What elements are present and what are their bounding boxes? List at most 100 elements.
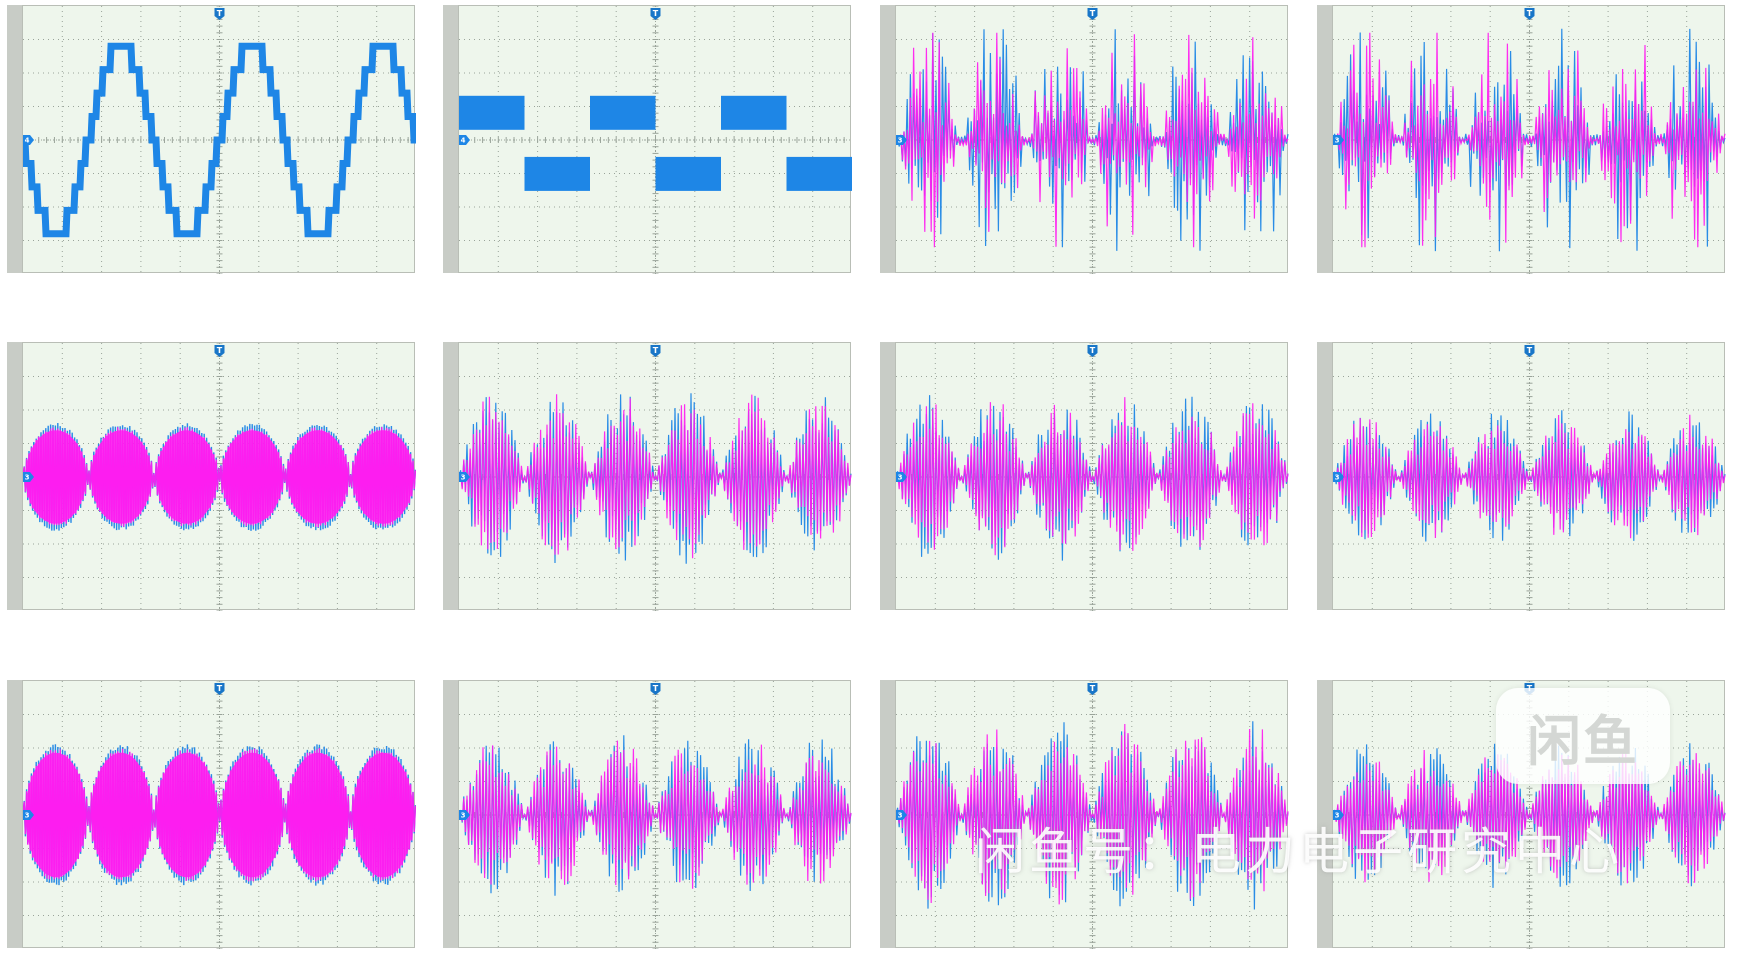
waveform-magenta (459, 740, 852, 889)
trigger-label: T (217, 684, 223, 693)
waveform-magenta (896, 723, 1289, 905)
burst-body (353, 752, 414, 878)
channel-label: 3 (461, 812, 466, 820)
channel-marker: 3 (1333, 810, 1344, 820)
channel-marker: 3 (459, 472, 470, 482)
trigger-marker: T (214, 345, 225, 357)
scope-bezel (880, 680, 895, 948)
channel-marker: 3 (23, 472, 34, 482)
channel-label: 3 (25, 812, 30, 820)
scope-bezel (7, 342, 22, 610)
channel-label: 3 (898, 812, 903, 820)
trigger-marker: T (650, 8, 661, 20)
watermark-logo-text: 闲鱼 (1527, 709, 1639, 773)
waveform-magenta (1333, 749, 1726, 884)
square-high (721, 95, 787, 130)
channel-label: 3 (25, 474, 30, 482)
channel-marker: 3 (1333, 135, 1344, 145)
scope-plot: T3 (459, 681, 852, 949)
burst-body (91, 430, 152, 524)
burst-body (156, 430, 217, 524)
scope-plot: T3 (1333, 681, 1726, 949)
waveform-magenta (459, 394, 852, 559)
waveform-magenta (23, 426, 416, 528)
scope-bezel (1317, 5, 1332, 273)
scope-plot: T3 (1333, 343, 1726, 611)
channel-marker: 4 (459, 135, 470, 145)
scope-grid (459, 6, 852, 274)
scope-plot: T3 (23, 343, 416, 611)
trigger-marker: T (1087, 683, 1098, 695)
channel-marker: 4 (23, 135, 34, 145)
trigger-marker: T (1087, 8, 1098, 20)
scope-bezel (443, 5, 458, 273)
watermark-logo: 闲鱼 (1496, 688, 1670, 784)
scope-plot: T3 (896, 6, 1289, 274)
trigger-label: T (1090, 684, 1096, 693)
waveform-magenta (1333, 32, 1726, 248)
channel-marker: 3 (23, 810, 34, 820)
trigger-marker: T (650, 683, 661, 695)
trigger-marker: T (1087, 345, 1098, 357)
channel-marker: 3 (896, 810, 907, 820)
trigger-label: T (1090, 9, 1096, 18)
scope-plot: T3 (459, 343, 852, 611)
waveform-magenta (1333, 414, 1726, 539)
burst-body (25, 430, 86, 524)
trigger-label: T (1090, 346, 1096, 355)
burst-body (222, 430, 283, 524)
trigger-label: T (217, 346, 223, 355)
square-high (459, 95, 525, 130)
trigger-label: T (653, 9, 659, 18)
trigger-label: T (653, 346, 659, 355)
scope-plot: T4 (23, 6, 416, 274)
watermark-text: 闲鱼号：电力电子研究中心 (975, 823, 1623, 881)
trigger-marker: T (1524, 8, 1535, 20)
channel-marker: 3 (1333, 472, 1344, 482)
burst-body (91, 752, 152, 878)
trigger-label: T (1527, 9, 1533, 18)
scope-bezel (7, 680, 22, 948)
channel-label: 3 (898, 137, 903, 145)
trigger-label: T (653, 684, 659, 693)
trigger-marker: T (214, 683, 225, 695)
scope-bezel (880, 5, 895, 273)
square-low (786, 156, 852, 191)
burst-body (25, 752, 86, 878)
scope-bezel (880, 342, 895, 610)
scope-plot: T3 (1333, 6, 1726, 274)
channel-label: 4 (461, 137, 466, 145)
square-low (524, 156, 590, 191)
burst-body (287, 430, 348, 524)
scope-bezel (443, 680, 458, 948)
burst-body (222, 752, 283, 878)
burst-body (287, 752, 348, 878)
channel-label: 3 (1335, 137, 1340, 145)
scope-plot: T3 (896, 681, 1289, 949)
waveform-magenta (896, 32, 1289, 248)
scope-plot: T3 (23, 681, 416, 949)
waveform-magenta (23, 748, 416, 882)
scope-bezel (7, 5, 22, 273)
trigger-label: T (217, 9, 223, 18)
burst-body (156, 752, 217, 878)
scope-plot: T3 (896, 343, 1289, 611)
